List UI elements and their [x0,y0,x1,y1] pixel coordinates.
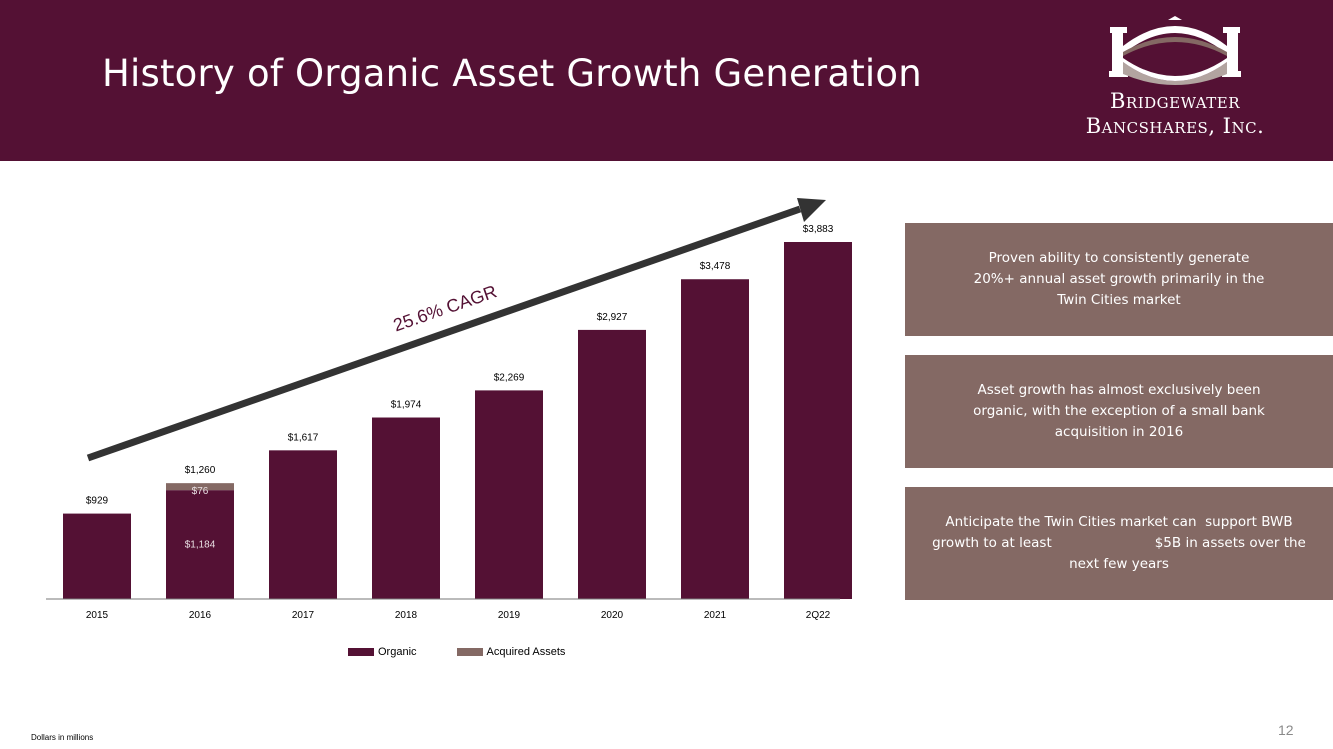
bar-organic-2015 [63,513,131,599]
legend-swatch-acquired [456,648,483,656]
footnote: Dollars in millions [31,733,94,742]
page-title: History of Organic Asset Growth Generati… [102,52,922,95]
header-banner: History of Organic Asset Growth Generati… [0,0,1333,161]
x-tick-2017: 2017 [292,610,315,621]
x-tick-2016: 2016 [189,610,212,621]
logo-line-2: Bancshares, Inc. [1085,114,1265,138]
data-label-2017: $1,617 [288,432,319,443]
bar-organic-2020 [578,329,646,599]
x-tick-2021: 2021 [704,610,727,621]
legend-label-organic: Organic [378,646,417,658]
info-panel-outlook: Anticipate the Twin Cities market can su… [905,487,1333,600]
x-tick-2020: 2020 [601,610,624,621]
legend-item-organic: Organic [348,646,417,658]
bridge-arch-icon [1109,16,1241,85]
segment-label-organic-2016: $1,184 [185,540,216,551]
info-panel-organic: Asset growth has almost exclusively been… [905,355,1333,468]
data-label-2020: $2,927 [597,312,628,323]
page-number: 12 [1278,722,1294,738]
info-panel-growth-text: Proven ability to consistently generate … [973,250,1265,308]
info-panel-growth: Proven ability to consistently generate … [905,223,1333,336]
x-tick-2Q22: 2Q22 [806,610,831,621]
x-tick-2018: 2018 [395,610,418,621]
x-tick-2019: 2019 [498,610,521,621]
bar-organic-2021 [681,279,749,599]
cagr-arrow-line [86,205,802,462]
bar-organic-2018 [372,417,440,599]
bar-organic-2017 [269,450,337,599]
legend-label-acquired: Acquired Assets [486,646,566,658]
info-panel-outlook-text: Anticipate the Twin Cities market can su… [932,514,1311,572]
data-label-2021: $3,478 [700,261,731,272]
asset-growth-bar-chart: $929 2015 $1,260 2016 $1,617 2017 $1,974 2018 $2… [46,198,852,621]
data-label-2Q22: $3,883 [803,224,834,235]
logo-line-1: Bridgewater [1109,89,1241,113]
legend-item-acquired: Acquired Assets [456,646,566,658]
x-tick-2015: 2015 [86,610,109,621]
bar-organic-2019 [475,390,543,599]
company-logo: Bridgewater Bancshares, Inc. [1060,14,1290,144]
data-label-2016: $1,260 [185,465,216,476]
legend-swatch-organic [348,648,374,656]
info-panel-organic-text: Asset growth has almost exclusively been… [973,382,1265,440]
bar-acquired-2016 [166,483,234,491]
cagr-arrow-head [797,198,826,222]
data-label-2019: $2,269 [494,372,525,383]
data-label-2015: $929 [86,496,109,507]
bar-organic-2Q22 [784,242,852,599]
chart-legend: Organic Acquired Assets [348,646,605,658]
data-label-2018: $1,974 [391,400,422,411]
logo-text: Bridgewater Bancshares, Inc. [1060,89,1290,139]
bar-organic-2016 [166,490,234,599]
cagr-annotation: 25.6% CAGR [391,281,500,335]
segment-label-acquired-2016: $76 [192,486,209,497]
